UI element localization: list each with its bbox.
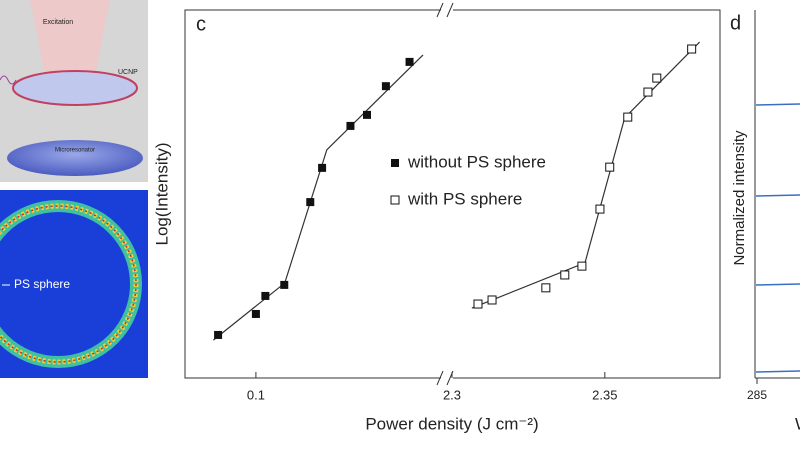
data-point xyxy=(652,73,662,83)
resonator-disk xyxy=(12,70,138,106)
data-point xyxy=(687,44,697,54)
break-gap xyxy=(441,371,453,385)
legend-marker xyxy=(390,195,400,205)
panel-d: d Normalized intensity 285 W xyxy=(730,10,800,433)
legend-label: with PS sphere xyxy=(407,189,522,208)
schematic-label: Microresonator xyxy=(55,148,95,154)
data-point xyxy=(643,87,653,97)
data-point xyxy=(541,283,551,293)
data-point xyxy=(251,309,260,318)
excitation-beam xyxy=(30,0,110,75)
mode-ring-peaks xyxy=(0,205,137,363)
inset-label: PS sphere xyxy=(14,277,70,291)
y-axis-label: Log(Intensity) xyxy=(152,143,171,246)
x-tick-label: 0.1 xyxy=(247,387,265,402)
legend-marker xyxy=(391,159,399,167)
panel-c: c Log(Intensity) Power density (J cm⁻²) xyxy=(152,2,721,433)
y-axis-label: Normalized intensity xyxy=(731,130,748,266)
field-map xyxy=(0,190,148,378)
x-tick-label: 2.35 xyxy=(592,387,617,402)
data-point xyxy=(605,162,615,172)
x-tick-label: 285 xyxy=(747,388,767,402)
schematic-label: UCNP xyxy=(118,69,138,76)
data-point xyxy=(318,163,327,172)
data-point xyxy=(487,295,497,305)
legend-label: without PS sphere xyxy=(407,152,546,171)
data-point xyxy=(595,204,605,214)
data-point xyxy=(577,261,587,271)
break-gap xyxy=(441,3,453,17)
data-point xyxy=(623,112,633,122)
data-point xyxy=(306,198,315,207)
data-point xyxy=(473,299,483,309)
spectrum-trace xyxy=(755,103,800,373)
panel-label: c xyxy=(196,13,206,35)
wave xyxy=(0,75,17,85)
fit-line xyxy=(471,41,701,309)
data-point xyxy=(346,121,355,130)
x-tick-label: 2.3 xyxy=(443,387,461,402)
schematic-label: Excitation xyxy=(43,19,73,26)
panel-label: d xyxy=(730,12,741,34)
axis-break xyxy=(436,2,454,386)
data-point xyxy=(560,270,570,280)
data-point xyxy=(381,82,390,91)
fit-line xyxy=(212,54,424,341)
data-point xyxy=(363,110,371,119)
data-point xyxy=(405,57,414,66)
data-point xyxy=(280,280,289,289)
x-axis-label: Power density (J cm⁻²) xyxy=(365,414,538,433)
x-axis-label-fragment: W xyxy=(795,414,800,433)
data-point xyxy=(214,330,223,339)
base xyxy=(7,140,143,176)
data-point xyxy=(261,291,270,300)
